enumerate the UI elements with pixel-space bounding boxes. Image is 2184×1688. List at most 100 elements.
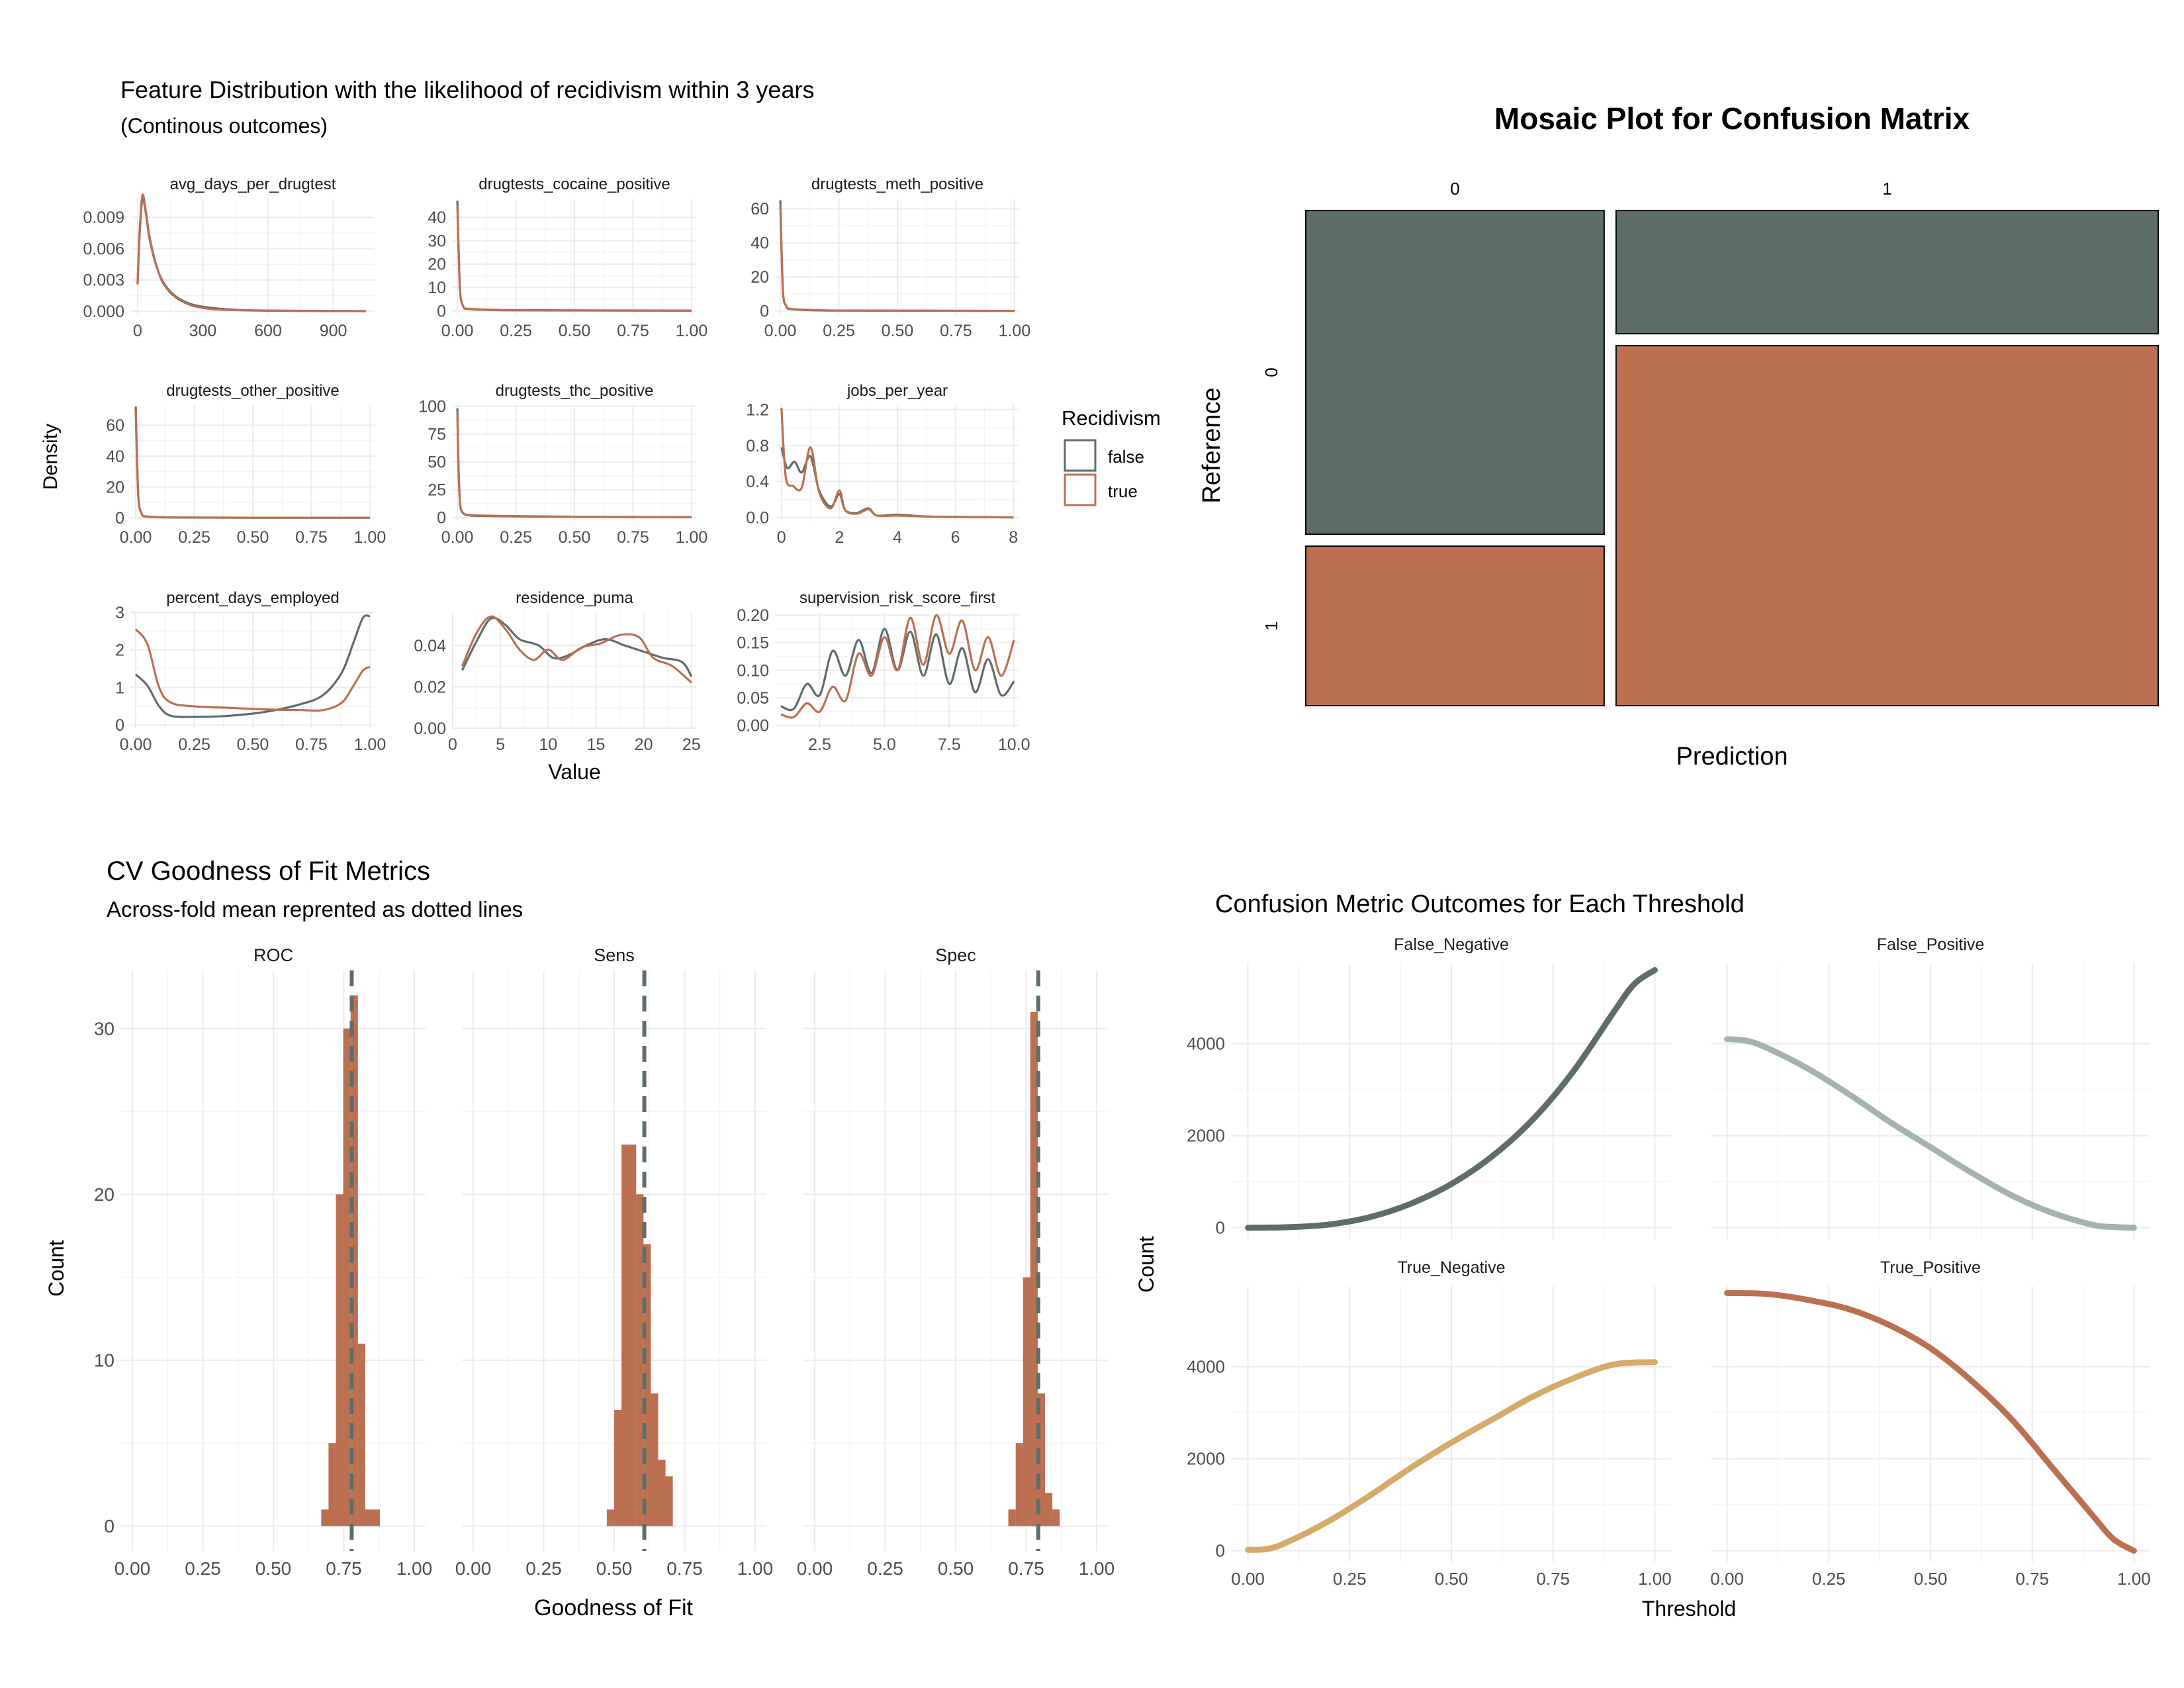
density-x-tick-label: 0.50 (237, 735, 269, 754)
cv-histogram-bar (651, 1393, 659, 1526)
threshold-x-axis-label: Threshold (1642, 1597, 1736, 1620)
density-y-tick-label: 0.006 (83, 240, 124, 258)
density-x-tick-label: 20 (635, 735, 653, 754)
density-y-tick-label: 0.0 (746, 508, 769, 527)
legend-label-false: false (1108, 447, 1144, 467)
cv-facet-strip-label: ROC (253, 945, 293, 965)
density-x-tick-label: 0.00 (441, 528, 474, 547)
density-y-tick-label: 20 (751, 268, 769, 287)
density-facet-strip-label: jobs_per_year (846, 382, 948, 400)
density-y-tick-label: 0 (115, 716, 124, 735)
density-facet-drugtests-thc-positive: drugtests_thc_positive 0.00 0.25 0.50 0.75 1.… (418, 382, 707, 547)
cv-histogram-bar (1023, 1277, 1030, 1526)
density-facet-strip-label: avg_days_per_drugtest (170, 175, 336, 193)
cv-x-tick-label: 1.00 (396, 1558, 433, 1579)
density-x-tick-label: 1.00 (354, 528, 387, 547)
cv-histogram-bar (365, 1509, 373, 1526)
cv-facets: ROC 0.00 0.25 0.50 0.75 1.00 0 10 20 30 Sens 0.00 0.… (94, 945, 1115, 1579)
density-y-tick-label: 0.009 (83, 209, 124, 227)
threshold-y-tick-label: 2000 (1187, 1449, 1225, 1469)
density-line-true (461, 615, 692, 684)
cv-y-tick-label: 10 (94, 1350, 114, 1371)
density-x-tick-label: 10.0 (998, 735, 1030, 754)
density-y-tick-label: 75 (428, 426, 446, 444)
cv-y-axis-label: Count (44, 1240, 68, 1297)
density-x-tick-label: 4 (893, 528, 902, 547)
density-line-false (134, 614, 371, 718)
threshold-line-false-positive (1724, 1036, 2137, 1231)
feature-panel-subtitle: (Continous outcomes) (120, 114, 328, 138)
density-facet-drugtests-other-positive: drugtests_other_positive 0.00 0.25 0.50 0.75… (106, 382, 386, 547)
legend-key-true (1064, 473, 1097, 506)
density-y-tick-label: 1.2 (746, 401, 769, 420)
density-facet-drugtests-cocaine-positive: drugtests_cocaine_positive 0.00 0.25 0.50 0.… (428, 175, 707, 340)
density-y-tick-label: 2 (115, 641, 124, 660)
legend-key-false (1064, 439, 1097, 472)
threshold-x-tick-label: 1.00 (2117, 1569, 2151, 1589)
density-x-tick-label: 8 (1009, 528, 1018, 547)
density-facet-avg-days-per-drugtest: avg_days_per_drugtest 0 300 600 900 0.000 0.00… (83, 175, 375, 340)
cv-y-tick-label: 20 (94, 1184, 114, 1205)
mosaic-row-label: 1 (1261, 621, 1281, 630)
cv-x-tick-label: 0.00 (455, 1558, 492, 1579)
threshold-facet-false-negative: False_Negative 0 2000 4000 (1187, 935, 1671, 1239)
mosaic-cell-ref0-pred1 (1615, 210, 2160, 335)
cv-histogram-bar (357, 1343, 365, 1526)
density-facet-strip-label: drugtests_cocaine_positive (478, 175, 670, 193)
cv-x-tick-label: 0.75 (666, 1558, 703, 1579)
feature-panel-title: Feature Distribution with the likelihood… (120, 76, 814, 103)
density-y-tick-label: 0.15 (737, 634, 769, 653)
density-line-true (456, 205, 692, 312)
density-x-tick-label: 5.0 (873, 735, 896, 754)
density-line-true (134, 409, 370, 519)
density-y-tick-label: 0.02 (414, 678, 446, 696)
density-facet-strip-label: residence_puma (516, 589, 633, 607)
threshold-facet-strip-label: True_Negative (1397, 1258, 1505, 1277)
density-x-tick-label: 2 (835, 528, 844, 547)
cv-x-tick-label: 0.50 (938, 1558, 974, 1579)
cv-x-tick-label: 0.75 (1008, 1558, 1044, 1579)
density-y-tick-label: 0.4 (746, 473, 769, 491)
density-facet-drugtests-meth-positive: drugtests_meth_positive 0.00 0.25 0.50 0.75 1… (751, 175, 1030, 340)
cv-histogram-bar (372, 1509, 381, 1526)
cv-x-tick-label: 0.00 (797, 1558, 833, 1579)
density-x-tick-label: 600 (254, 322, 282, 340)
cv-panel-title: CV Goodness of Fit Metrics (107, 857, 430, 886)
threshold-x-tick-label: 0.50 (1435, 1569, 1469, 1589)
mosaic-cell-ref1-pred1 (1615, 345, 2160, 706)
density-x-tick-label: 0.75 (617, 528, 649, 547)
density-y-tick-label: 40 (751, 234, 769, 253)
density-y-tick-label: 3 (115, 604, 124, 622)
density-x-tick-label: 1.00 (999, 322, 1031, 340)
threshold-facet-true-positive: True_Positive 0.00 0.25 0.50 0.75 1.00 (1710, 1258, 2150, 1589)
density-y-tick-label: 40 (428, 209, 446, 227)
cv-histogram-bar (643, 1244, 651, 1526)
cv-x-tick-label: 0.00 (114, 1558, 151, 1579)
density-x-tick-label: 0.50 (237, 528, 269, 547)
threshold-y-tick-label: 2000 (1187, 1126, 1225, 1146)
density-x-tick-label: 10 (539, 735, 557, 754)
cv-x-axis-label: Goodness of Fit (534, 1595, 694, 1620)
cv-histogram-bar (1044, 1493, 1053, 1526)
density-y-tick-label: 0.04 (414, 637, 446, 655)
cv-histogram-bar (343, 1028, 351, 1526)
cv-x-tick-label: 1.00 (737, 1558, 774, 1579)
density-x-tick-label: 5 (496, 735, 505, 754)
density-x-tick-label: 25 (682, 735, 701, 754)
density-y-tick-label: 0 (760, 303, 769, 321)
threshold-x-tick-label: 0.75 (1536, 1569, 1570, 1589)
threshold-x-tick-label: 0.75 (2015, 1569, 2049, 1589)
cv-histogram-bar (1030, 1011, 1038, 1526)
mosaic-title: Mosaic Plot for Confusion Matrix (1494, 101, 1970, 136)
density-x-tick-label: 0.25 (178, 528, 210, 547)
density-y-tick-label: 0.20 (737, 606, 769, 625)
cv-histogram-bar (658, 1460, 666, 1526)
threshold-y-tick-label: 0 (1216, 1218, 1225, 1238)
cv-facet-sens: Sens 0.00 0.25 0.50 0.75 1.00 (455, 945, 773, 1579)
threshold-facet-strip-label: False_Positive (1877, 935, 1985, 954)
cv-x-tick-label: 0.25 (525, 1558, 562, 1579)
density-y-tick-label: 25 (428, 481, 446, 500)
mosaic-row-label: 0 (1261, 367, 1281, 377)
density-y-tick-label: 0.10 (737, 661, 769, 680)
